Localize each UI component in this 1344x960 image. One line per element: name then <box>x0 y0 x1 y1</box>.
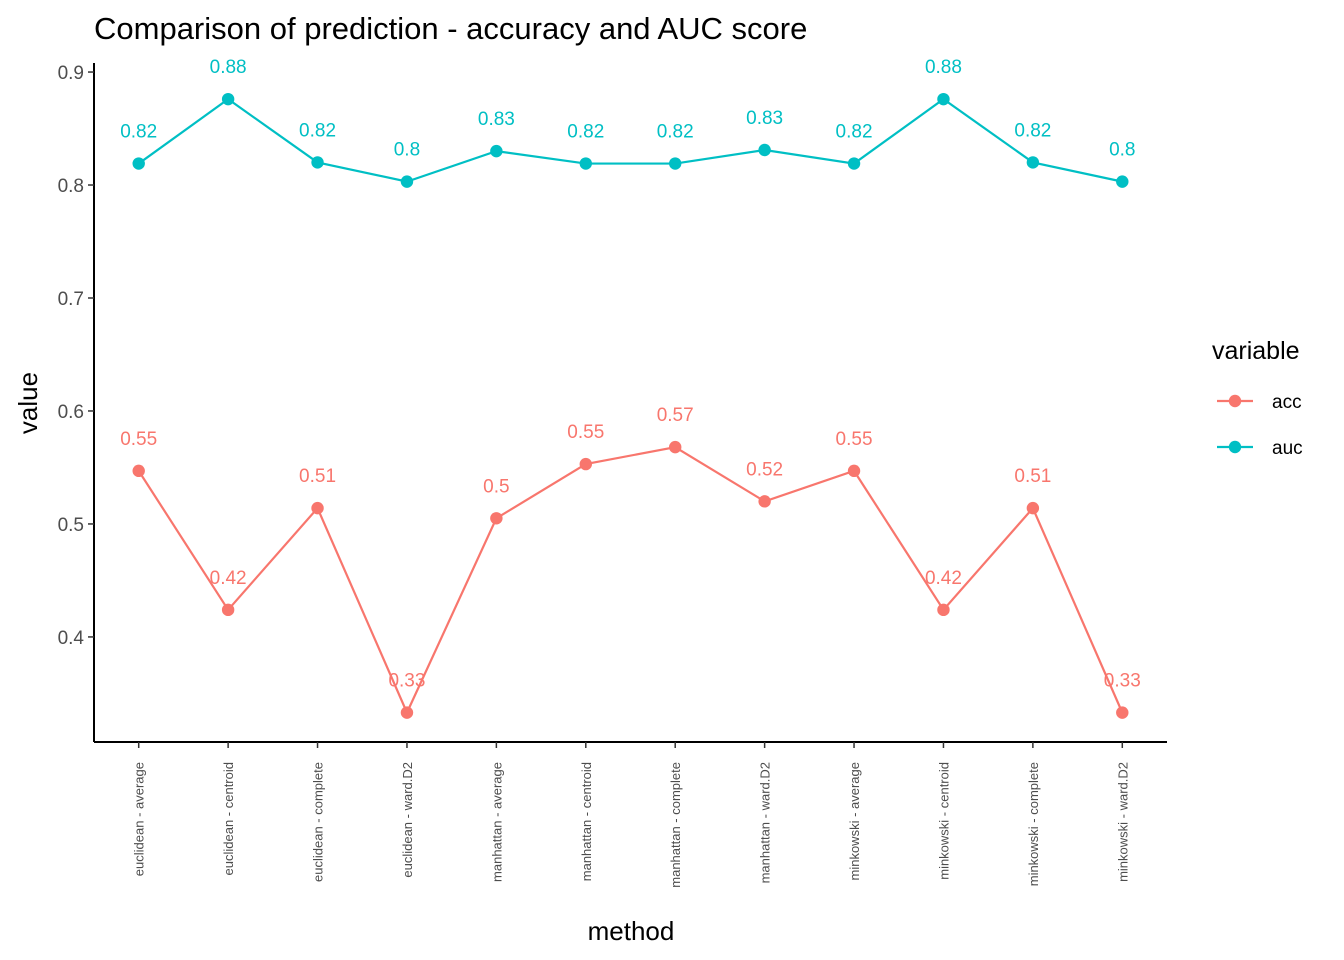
data-point-auc <box>311 156 324 169</box>
data-point-auc <box>579 157 592 170</box>
data-label-auc: 0.8 <box>1109 140 1135 161</box>
y-tick-label: 0.6 <box>58 402 84 423</box>
x-tick-label: manhattan - complete <box>668 762 683 888</box>
x-tick-label: manhattan - centroid <box>579 762 594 881</box>
x-axis-title: method <box>588 916 675 946</box>
data-label-auc: 0.83 <box>746 108 783 129</box>
y-tick-label: 0.8 <box>58 176 84 197</box>
data-point-acc <box>1026 501 1040 515</box>
data-point-auc <box>758 143 771 157</box>
x-tick-label: euclidean - average <box>132 762 147 876</box>
data-label-auc: 0.83 <box>478 109 515 130</box>
x-tick-label: minkowski - average <box>847 762 862 881</box>
y-axis-title: value <box>13 372 43 434</box>
series-line-auc <box>138 97 1123 183</box>
y-tick-label: 0.7 <box>58 289 84 310</box>
data-point-auc <box>221 92 235 106</box>
data-label-auc: 0.82 <box>836 122 873 143</box>
data-label-acc: 0.33 <box>1104 671 1141 692</box>
x-tick-label: manhattan - ward.D2 <box>758 762 773 883</box>
data-point-acc <box>132 464 145 478</box>
data-label-auc: 0.88 <box>210 57 247 78</box>
data-label-acc: 0.52 <box>746 459 783 480</box>
x-tick-label: euclidean - centroid <box>221 762 236 875</box>
data-point-auc <box>132 157 145 170</box>
legend-label-acc: acc <box>1272 392 1302 413</box>
data-point-acc <box>937 603 950 617</box>
y-tick-label: 0.4 <box>58 628 85 649</box>
x-tick-label: minkowski - complete <box>1026 762 1041 886</box>
data-label-acc: 0.55 <box>836 429 873 450</box>
data-label-acc: 0.33 <box>388 671 425 692</box>
data-label-acc: 0.42 <box>210 568 247 589</box>
y-tick-label: 0.5 <box>58 515 84 536</box>
x-tick-label: euclidean - ward.D2 <box>400 762 415 878</box>
data-point-auc <box>937 92 950 106</box>
data-label-auc: 0.88 <box>925 57 962 78</box>
data-label-auc: 0.8 <box>394 140 420 161</box>
data-label-acc: 0.5 <box>483 476 509 497</box>
x-tick-label: minkowski - ward.D2 <box>1115 762 1130 882</box>
data-label-acc: 0.51 <box>1014 466 1051 487</box>
data-label-auc: 0.82 <box>120 122 157 143</box>
data-label-acc: 0.42 <box>925 568 962 589</box>
legend-key-point-acc <box>1228 394 1242 408</box>
data-label-acc: 0.55 <box>567 422 604 443</box>
data-point-acc <box>400 706 414 719</box>
x-tick-label: minkowski - centroid <box>936 762 951 880</box>
data-label-acc: 0.57 <box>657 405 694 426</box>
x-tick-label: manhattan - average <box>489 762 504 882</box>
series-line-acc <box>137 445 1124 716</box>
data-label-auc: 0.82 <box>567 122 604 143</box>
plot-area: 0.55 0.42 0.51 0.33 0.5 0.55 0.57 0.52 0.55 0.42 0… <box>120 57 1141 719</box>
data-point-auc <box>1026 156 1040 169</box>
data-point-acc <box>847 464 861 478</box>
data-point-auc <box>400 175 414 188</box>
data-point-acc <box>1116 706 1129 719</box>
data-point-acc <box>579 457 592 471</box>
legend: variable acc auc <box>1212 337 1303 459</box>
data-label-auc: 0.82 <box>657 122 694 143</box>
data-point-auc <box>669 157 682 170</box>
data-point-acc <box>758 495 771 508</box>
data-point-acc <box>221 603 235 617</box>
x-axis: euclidean - average euclidean - centroid e… <box>94 741 1167 888</box>
data-point-auc <box>490 144 503 158</box>
legend-label-auc: auc <box>1272 438 1303 459</box>
data-label-auc: 0.82 <box>1014 120 1051 141</box>
data-label-auc: 0.82 <box>299 120 336 141</box>
legend-title: variable <box>1212 337 1300 365</box>
y-axis: 0.4 0.5 0.6 0.7 0.8 0.9 <box>58 63 95 742</box>
x-tick-label: euclidean - complete <box>311 762 326 882</box>
data-label-acc: 0.55 <box>120 429 157 450</box>
data-point-acc <box>490 512 503 525</box>
data-point-acc <box>311 501 324 515</box>
data-point-auc <box>847 157 861 170</box>
y-tick-label: 0.9 <box>58 63 84 84</box>
data-point-acc <box>669 440 682 454</box>
chart-title: Comparison of prediction - accuracy and … <box>94 11 807 46</box>
legend-key-point-auc <box>1228 440 1242 454</box>
data-point-auc <box>1116 175 1129 188</box>
data-label-acc: 0.51 <box>299 466 336 487</box>
